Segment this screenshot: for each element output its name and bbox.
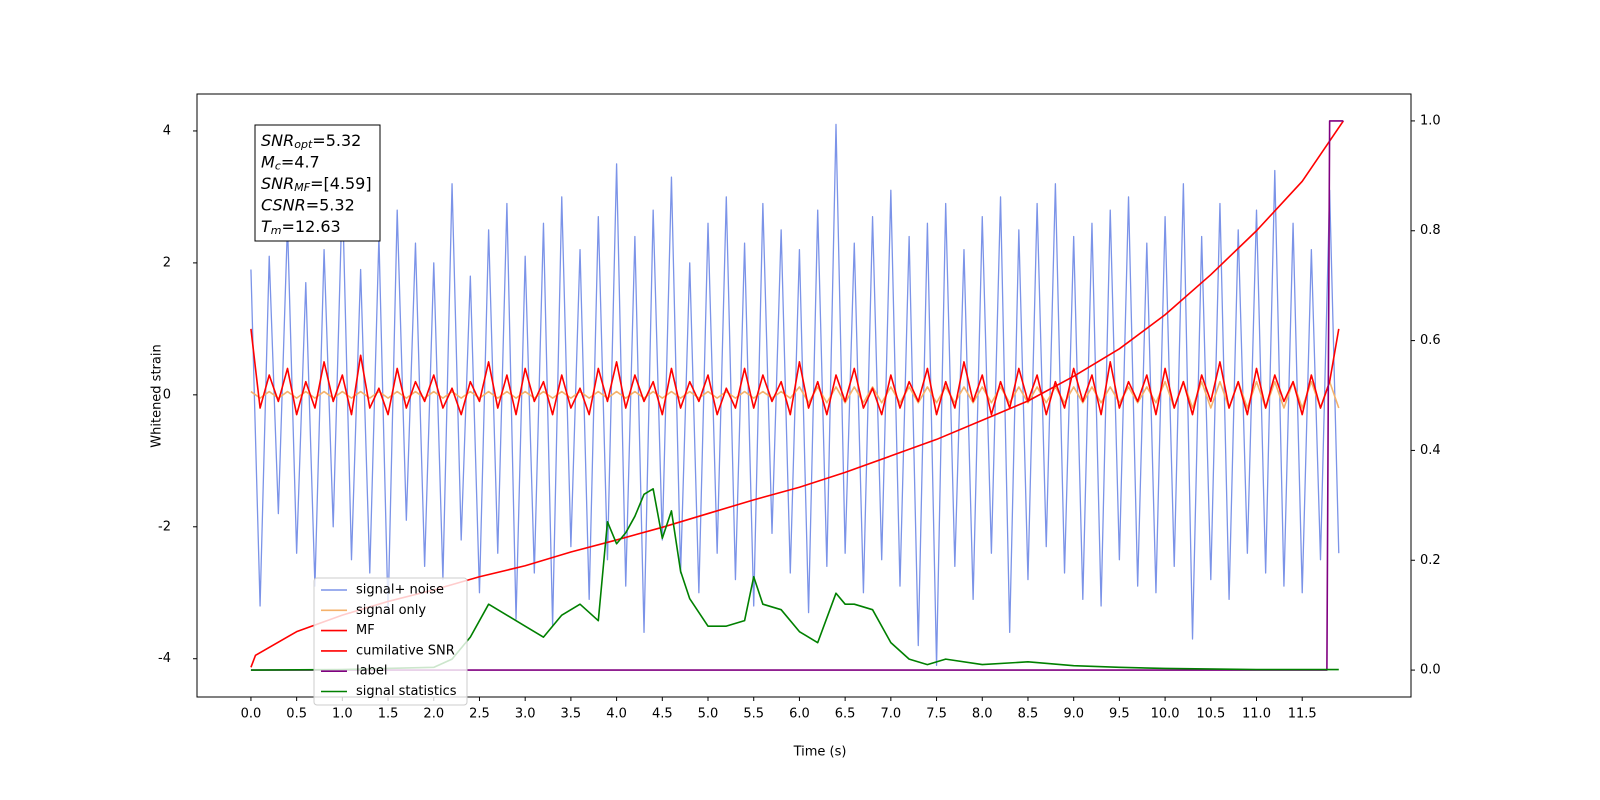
y2-tick-label: 0.6 (1420, 333, 1441, 348)
x-tick-label: 9.0 (1063, 707, 1084, 722)
annotation-subscript: opt (294, 138, 313, 151)
legend-label: signal+ noise (356, 583, 444, 598)
annotation-subscript: MF (294, 181, 310, 194)
annotation-symbol: T (261, 217, 272, 236)
annotation-text: =12.63 (282, 217, 341, 236)
x-tick-label: 3.5 (561, 707, 582, 722)
annotation-symbol: SNR (261, 131, 294, 150)
annotation-symbol: CSNR (261, 195, 306, 214)
x-tick-label: 1.5 (378, 707, 399, 722)
y-tick-label: -2 (158, 519, 171, 534)
y2-tick-label: 0.2 (1420, 553, 1441, 568)
legend: signal+ noise signal only MF cumilative SNR… (313, 577, 468, 706)
legend-label: label (356, 664, 387, 679)
x-tick-label: 7.5 (926, 707, 947, 722)
x-tick-label: 4.0 (606, 707, 627, 722)
x-axis-label: Time (s) (793, 745, 847, 760)
annotation-line: SNRopt=5.32 (261, 131, 361, 152)
series-line (250, 328, 1340, 416)
x-tick-label: 11.5 (1288, 707, 1317, 722)
annotation-symbol: M (261, 152, 275, 171)
annotation-frame (254, 124, 381, 242)
annotation-text: =5.32 (312, 131, 361, 150)
x-tick-label: 2.0 (423, 707, 444, 722)
annotation-symbol: SNR (261, 174, 294, 193)
x-tick-label: 8.5 (1018, 707, 1039, 722)
y2-tick-label: 0.8 (1420, 223, 1441, 238)
legend-label: signal statistics (356, 684, 457, 699)
y2-tick-label: 1.0 (1420, 113, 1441, 128)
annotation-subscript: m (271, 224, 282, 237)
annotation-subscript: c (275, 160, 281, 173)
annotation-box: SNRopt=5.32Mc=4.7SNRMF=[4.59]CSNR=5.32Tm… (254, 124, 381, 242)
y2-tick-label: 0.0 (1420, 663, 1441, 678)
plot-frame (196, 93, 1412, 698)
x-tick-label: 6.0 (789, 707, 810, 722)
x-tick-label: 9.5 (1109, 707, 1130, 722)
legend-label: signal only (356, 603, 426, 618)
series-line (250, 123, 1340, 666)
x-tick-label: 5.0 (698, 707, 719, 722)
annotation-line: Mc=4.7 (261, 152, 320, 173)
series-line (250, 120, 1344, 671)
y-axis-label: Whitened strain (150, 344, 165, 447)
x-tick-label: 2.5 (469, 707, 490, 722)
legend-label: cumilative SNR (356, 643, 455, 658)
x-tick-label: 4.5 (652, 707, 673, 722)
annotation-text: =[4.59] (310, 174, 372, 193)
x-tick-label: 0.5 (286, 707, 307, 722)
legend-frame (313, 577, 468, 706)
y-tick-label: -4 (158, 651, 171, 666)
x-tick-label: 6.5 (835, 707, 856, 722)
series-line (250, 488, 1339, 671)
x-tick-label: 1.0 (332, 707, 353, 722)
annotation-line: CSNR=5.32 (261, 195, 355, 214)
legend-label: MF (356, 623, 375, 638)
annotation-text: =5.32 (306, 195, 355, 214)
annotation-line: Tm=12.63 (261, 217, 341, 238)
x-tick-label: 11.0 (1242, 707, 1271, 722)
x-tick-label: 8.0 (972, 707, 993, 722)
x-tick-label: 10.5 (1196, 707, 1225, 722)
x-tick-label: 7.0 (881, 707, 902, 722)
y-tick-label: 4 (163, 123, 171, 138)
x-tick-label: 3.0 (515, 707, 536, 722)
x-tick-label: 5.5 (743, 707, 764, 722)
x-tick-label: 10.0 (1151, 707, 1180, 722)
y2-tick-label: 0.4 (1420, 443, 1441, 458)
y-tick-label: 0 (163, 387, 171, 402)
y-tick-label: 2 (163, 255, 171, 270)
annotation-line: SNRMF=[4.59] (261, 174, 372, 195)
x-tick-label: 0.0 (241, 707, 262, 722)
annotation-text: =4.7 (281, 152, 320, 171)
